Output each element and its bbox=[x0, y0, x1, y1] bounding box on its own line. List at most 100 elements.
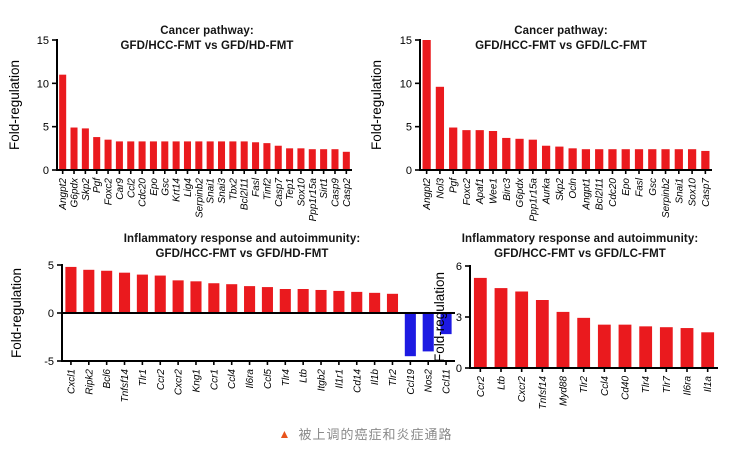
svg-text:Pgf: Pgf bbox=[92, 177, 103, 193]
svg-text:Tnfsf14: Tnfsf14 bbox=[120, 369, 131, 403]
svg-text:Fold-regulation: Fold-regulation bbox=[7, 60, 22, 150]
svg-text:Snai3: Snai3 bbox=[217, 178, 228, 204]
svg-text:Angpt2: Angpt2 bbox=[422, 178, 433, 211]
svg-text:Skp2: Skp2 bbox=[555, 178, 566, 201]
svg-text:Apaf1: Apaf1 bbox=[475, 178, 486, 205]
svg-text:Birc3: Birc3 bbox=[502, 178, 513, 201]
chart-panel-inflammatory-lc: Inflammatory response and autoimmunity: … bbox=[430, 232, 730, 420]
svg-text:Angpt1: Angpt1 bbox=[581, 178, 592, 211]
svg-text:Cxcl1: Cxcl1 bbox=[66, 369, 77, 394]
svg-text:Itgb2: Itgb2 bbox=[317, 369, 328, 392]
svg-text:Cd14: Cd14 bbox=[352, 369, 363, 393]
chart-subtitle-line2: GFD/HCC-FMT vs GFD/HD-FMT bbox=[155, 247, 329, 260]
chart-panel-cancer-hd: Cancer pathway: GFD/HCC-FMT vs GFD/HD-FM… bbox=[6, 20, 368, 232]
svg-text:Fasl: Fasl bbox=[251, 177, 262, 197]
svg-text:Pgf: Pgf bbox=[449, 177, 460, 193]
chart-title-line1: Inflammatory response and autoimmunity: bbox=[123, 233, 361, 245]
svg-text:Gsc: Gsc bbox=[648, 178, 659, 196]
svg-text:Ocln: Ocln bbox=[568, 178, 579, 199]
svg-text:Fasl: Fasl bbox=[635, 177, 646, 197]
bar-plot-inflammatory-hd: -5 0 5 Cxcl1 Ripk2 Bcl6 Tnfsf14 Tlr1 Ccr2 Cxcr2 Kn… bbox=[9, 260, 455, 403]
svg-text:Il6ra: Il6ra bbox=[683, 376, 694, 396]
svg-text:Tlr7: Tlr7 bbox=[662, 376, 673, 394]
svg-text:Aurka: Aurka bbox=[542, 178, 553, 206]
svg-text:Cxcr2: Cxcr2 bbox=[517, 376, 528, 403]
svg-text:Lig4: Lig4 bbox=[183, 178, 194, 197]
svg-text:Bcl2l11: Bcl2l11 bbox=[595, 178, 606, 210]
svg-text:Nos2: Nos2 bbox=[424, 369, 435, 393]
svg-text:0: 0 bbox=[43, 165, 49, 177]
svg-text:Angpt2: Angpt2 bbox=[58, 178, 69, 211]
svg-text:Casp9: Casp9 bbox=[330, 178, 341, 207]
svg-text:-5: -5 bbox=[44, 356, 54, 368]
svg-text:Ccl19: Ccl19 bbox=[406, 369, 417, 395]
svg-text:Cd40: Cd40 bbox=[621, 376, 632, 400]
chart-title-line1: Cancer pathway: bbox=[514, 25, 608, 37]
svg-text:Cxcr2: Cxcr2 bbox=[174, 369, 185, 396]
svg-text:Ccr2: Ccr2 bbox=[476, 376, 487, 398]
svg-text:5: 5 bbox=[43, 122, 49, 134]
up-triangle-icon: ▲ bbox=[278, 426, 291, 441]
svg-text:Gsc: Gsc bbox=[160, 178, 171, 196]
svg-text:Sox10: Sox10 bbox=[688, 178, 699, 207]
svg-text:Epo: Epo bbox=[621, 178, 632, 196]
svg-text:Ccl4: Ccl4 bbox=[600, 376, 611, 396]
bar-plot-cancer-lc: 0 5 10 15 Angpt2 Nol3 Pgf Foxc2 Apaf1 Wee1 Birc3 G6… bbox=[369, 35, 712, 222]
svg-text:Tlr2: Tlr2 bbox=[579, 376, 590, 394]
svg-text:Casp7: Casp7 bbox=[701, 178, 712, 207]
svg-text:Ccl11: Ccl11 bbox=[442, 369, 453, 394]
svg-text:Ppp1r15a: Ppp1r15a bbox=[528, 178, 539, 222]
svg-text:Car9: Car9 bbox=[115, 178, 126, 200]
svg-text:Tep1: Tep1 bbox=[285, 178, 296, 200]
chart-subtitle-line2: GFD/HCC-FMT vs GFD/LC-FMT bbox=[494, 247, 666, 260]
svg-text:Ripk2: Ripk2 bbox=[84, 369, 95, 395]
chart-title-cancer-lc: Cancer pathway: GFD/HCC-FMT vs GFD/LC-FM… bbox=[366, 24, 726, 54]
svg-text:Ccl5: Ccl5 bbox=[263, 369, 274, 389]
svg-text:0: 0 bbox=[456, 363, 462, 375]
svg-text:Serpinb2: Serpinb2 bbox=[194, 178, 205, 218]
svg-text:G6pdx: G6pdx bbox=[70, 177, 81, 207]
chart-title-line1: Inflammatory response and autoimmunity: bbox=[461, 233, 699, 245]
svg-text:Snai1: Snai1 bbox=[674, 178, 685, 204]
chart-title-inflammatory-lc: Inflammatory response and autoimmunity: … bbox=[430, 232, 730, 262]
svg-text:Ccl4: Ccl4 bbox=[227, 369, 238, 389]
chart-subtitle-line2: GFD/HCC-FMT vs GFD/LC-FMT bbox=[475, 39, 647, 52]
svg-text:G6pdx: G6pdx bbox=[515, 177, 526, 207]
svg-text:Bcl2l11: Bcl2l11 bbox=[240, 178, 251, 210]
svg-text:Tlr4: Tlr4 bbox=[281, 369, 292, 387]
svg-text:Ccr1: Ccr1 bbox=[209, 369, 220, 390]
chart-subtitle-line2: GFD/HCC-FMT vs GFD/HD-FMT bbox=[120, 39, 294, 52]
svg-text:Serpinb2: Serpinb2 bbox=[661, 178, 672, 218]
svg-text:Il6ra: Il6ra bbox=[245, 369, 256, 389]
svg-text:5: 5 bbox=[48, 260, 54, 272]
svg-text:Nol3: Nol3 bbox=[435, 178, 446, 199]
svg-text:Ltb: Ltb bbox=[497, 376, 508, 390]
svg-text:Sox10: Sox10 bbox=[296, 178, 307, 207]
caption-text: 被上调的癌症和炎症通路 bbox=[298, 427, 453, 442]
svg-text:Skp2: Skp2 bbox=[81, 178, 92, 201]
chart-panel-cancer-lc: Cancer pathway: GFD/HCC-FMT vs GFD/LC-FM… bbox=[366, 20, 726, 232]
svg-text:Cdc20: Cdc20 bbox=[138, 178, 149, 207]
svg-text:Bcl6: Bcl6 bbox=[102, 369, 113, 389]
svg-text:6: 6 bbox=[456, 261, 462, 273]
chart-panel-inflammatory-hd: Inflammatory response and autoimmunity: … bbox=[6, 232, 462, 420]
svg-text:5: 5 bbox=[406, 122, 412, 134]
svg-text:15: 15 bbox=[400, 35, 412, 47]
svg-text:Ltb: Ltb bbox=[299, 369, 310, 383]
svg-text:15: 15 bbox=[37, 35, 49, 47]
svg-text:Tlr2: Tlr2 bbox=[388, 369, 399, 387]
svg-text:Sirt1: Sirt1 bbox=[319, 178, 330, 199]
figure-caption: ▲ 被上调的癌症和炎症通路 bbox=[0, 424, 731, 443]
chart-title-cancer-hd: Cancer pathway: GFD/HCC-FMT vs GFD/HD-FM… bbox=[6, 24, 368, 54]
svg-text:0: 0 bbox=[406, 165, 412, 177]
svg-text:Foxc2: Foxc2 bbox=[462, 178, 473, 206]
svg-text:Epo: Epo bbox=[149, 178, 160, 196]
svg-text:3: 3 bbox=[456, 312, 462, 324]
svg-text:Ppp1r15a: Ppp1r15a bbox=[308, 178, 319, 222]
svg-text:Casp7: Casp7 bbox=[274, 178, 285, 207]
svg-text:Fold-regulation: Fold-regulation bbox=[369, 60, 384, 150]
svg-text:Tbx2: Tbx2 bbox=[228, 178, 239, 201]
svg-text:Tnfsf14: Tnfsf14 bbox=[538, 376, 549, 410]
svg-text:Il1r1: Il1r1 bbox=[334, 369, 345, 388]
